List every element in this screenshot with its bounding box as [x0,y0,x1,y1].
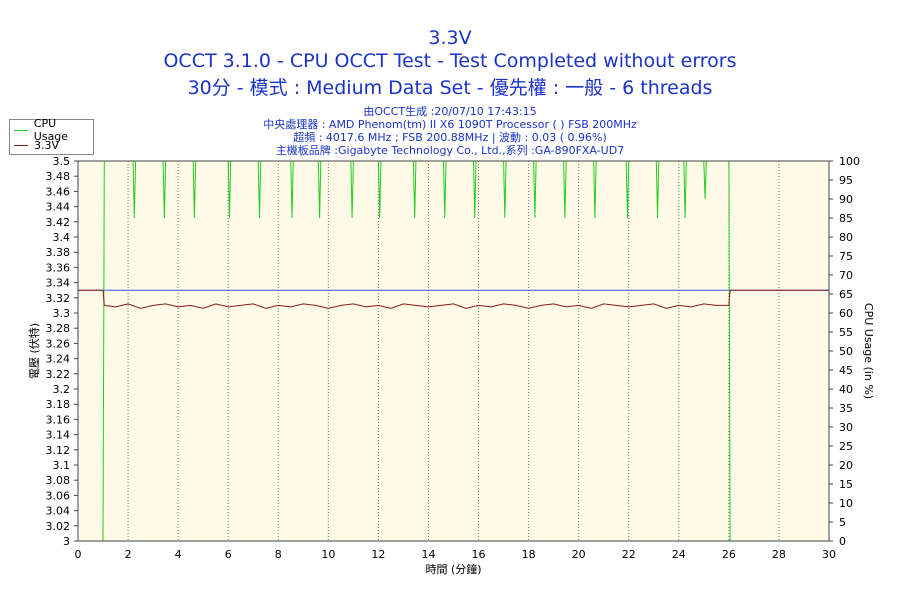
y-right-tick-label: 20 [839,459,853,472]
y-right-tick-label: 75 [839,250,853,263]
y-left-tick-label: 3 [63,535,70,548]
y-left-tick-label: 3.2 [53,383,71,396]
chart-subtitle-mode: 30分 - 模式 : Medium Data Set - 優先權 : 一般 - … [187,77,713,99]
plot-area [78,161,829,541]
x-tick-label: 16 [472,548,486,561]
x-tick-label: 26 [722,548,736,561]
x-tick-label: 24 [672,548,686,561]
chart-title: 3.3V [428,27,472,49]
y-left-tick-labels: 3 3.02 3.04 3.06 3.08 3.1 3.12 3.14 3.16 3.18 3.2 3… [46,155,78,548]
y-right-tick-label: 5 [839,516,846,529]
y-left-tick-label: 3.26 [46,337,71,350]
y-right-tick-label: 35 [839,402,853,415]
y-right-tick-label: 90 [839,193,853,206]
y-left-tick-label: 3.1 [53,459,71,472]
x-tick-label: 28 [772,548,786,561]
y-left-tick-label: 3.5 [53,155,71,168]
x-tick-label: 18 [522,548,536,561]
y-left-tick-label: 3.14 [46,429,71,442]
y-left-tick-label: 3.28 [46,322,71,335]
y-right-tick-label: 95 [839,174,853,187]
info-cpu: 中央處理器 : AMD Phenom(tm) II X6 1090T Proce… [263,118,637,131]
y-right-tick-label: 0 [839,535,846,548]
plot-frame [77,160,830,542]
y-axis-left-label: 電壓 (伏特) [27,323,41,379]
y-left-tick-label: 3.36 [46,261,71,274]
y-left-tick-label: 3.3 [53,307,71,320]
chart-legend: CPU Usage 3.3V [9,117,94,155]
y-right-tick-labels: 0 5 10 15 20 25 30 35 40 45 50 55 60 65 70 75 80 85 90 95 10… [829,155,860,548]
legend-item-3-3v: 3.3V [14,138,59,152]
y-left-tick-label: 3.42 [46,216,71,229]
y-left-tick-label: 3.24 [46,353,71,366]
y-left-tick-label: 3.32 [46,292,71,305]
info-frequency: 超頻 : 4017.6 MHz ; FSB 200.88MHz | 波動 : 0… [293,131,607,144]
y-left-tick-label: 3.34 [46,277,71,290]
y-right-tick-label: 60 [839,307,853,320]
y-left-tick-label: 3.22 [46,368,71,381]
legend-label-cpu-usage: CPU Usage [33,117,69,143]
y-right-tick-label: 85 [839,212,853,225]
y-left-tick-label: 3.06 [46,489,71,502]
y-left-tick-label: 3.02 [46,520,71,533]
y-right-tick-label: 55 [839,326,853,339]
legend-swatch-3-3v [14,144,28,146]
y-right-tick-label: 65 [839,288,853,301]
y-left-tick-label: 3.38 [46,246,71,259]
x-tick-label: 20 [572,548,586,561]
y-right-tick-label: 50 [839,345,853,358]
x-tick-label: 8 [275,548,282,561]
y-right-tick-label: 80 [839,231,853,244]
y-left-tick-label: 3.16 [46,413,71,426]
x-tick-label: 12 [371,548,385,561]
x-tick-labels: 0 2 4 6 8 10 12 14 16 18 20 22 24 26 28 30 [75,548,837,561]
y-left-tick-label: 3.4 [53,231,71,244]
y-right-tick-label: 30 [839,421,853,434]
x-tick-label: 0 [75,548,82,561]
x-tick-label: 2 [125,548,132,561]
legend-swatch-cpu-usage [14,129,28,131]
info-generated: 由OCCT生成 :20/07/10 17:43:15 [363,105,537,118]
x-tick-label: 6 [225,548,232,561]
y-left-tick-label: 3.46 [46,185,71,198]
info-motherboard: 主機板品牌 :Gigabyte Technology Co., Ltd.,系列 … [275,144,625,157]
y-left-tick-label: 3.08 [46,474,71,487]
y-right-tick-label: 10 [839,497,853,510]
y-right-tick-label: 15 [839,478,853,491]
y-left-tick-label: 3.44 [46,201,71,214]
y-left-tick-label: 3.04 [46,505,71,518]
x-axis-label: 時間 (分鐘) [425,562,481,576]
y-right-tick-label: 40 [839,383,853,396]
y-right-tick-label: 45 [839,364,853,377]
x-tick-label: 10 [321,548,335,561]
y-right-tick-label: 25 [839,440,853,453]
x-tick-label: 22 [622,548,636,561]
y-right-tick-label: 100 [839,155,860,168]
legend-label-3-3v: 3.3V [34,138,60,152]
y-left-tick-label: 3.48 [46,170,71,183]
y-axis-right-label: CPU Usage (in %) [862,303,875,399]
y-right-tick-label: 70 [839,269,853,282]
y-left-tick-label: 3.18 [46,398,71,411]
chart-subtitle-test: OCCT 3.1.0 - CPU OCCT Test - Test Comple… [163,50,737,72]
x-tick-label: 14 [421,548,435,561]
y-left-tick-label: 3.12 [46,444,71,457]
series-3-3v-line [78,289,829,309]
legend-item-cpu-usage: CPU Usage [14,117,93,143]
x-tick-label: 30 [822,548,836,561]
x-tick-label: 4 [175,548,182,561]
